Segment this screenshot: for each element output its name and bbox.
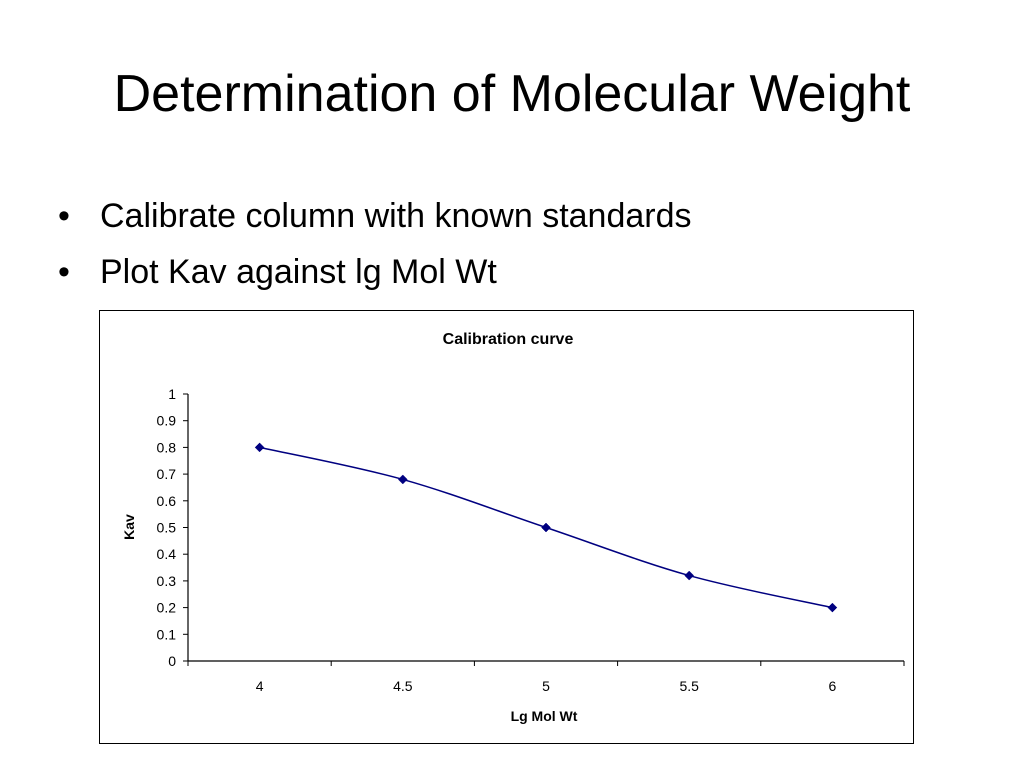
x-tick-label: 5 [542,678,550,694]
y-tick-label: 1 [168,386,176,402]
x-tick-label: 4 [256,678,264,694]
bullet-text: Plot Kav against lg Mol Wt [100,253,497,291]
data-point-marker [684,570,695,581]
data-point-marker [541,522,551,533]
bullet-item: • Calibrate column with known standards [58,188,692,244]
y-tick-label: 0.3 [157,573,177,589]
bullet-dot-icon: • [58,253,70,291]
y-tick-label: 0.4 [157,546,177,562]
chart-frame: Calibration curve Lg Mol Wt Kav 0 0.1 0.2 0… [99,310,914,744]
axes: 0 0.1 0.2 0.3 0.4 0.5 0.6 0.7 0.8 0.9 1 4 4.5 5 5.5 6 [157,386,905,694]
x-tick-label: 4.5 [393,678,413,694]
y-tick-label: 0.7 [157,466,177,482]
bullet-text: Calibrate column with known standards [100,197,692,235]
data-point-marker [397,474,408,485]
calibration-chart: Calibration curve Lg Mol Wt Kav 00.10.20… [121,331,905,724]
bullet-item: • Plot Kav against lg Mol Wt [58,244,692,300]
slide-title: Determination of Molecular Weight [113,65,911,123]
y-tick-label: 0.6 [157,493,177,509]
chart-title: Calibration curve [443,331,574,348]
data-point-marker [827,602,838,613]
y-tick-label: 0.1 [157,626,177,642]
y-tick-label: 0.5 [157,520,177,536]
y-tick-label: 0.9 [157,413,177,429]
bullet-dot-icon: • [58,197,70,235]
bullet-list: • Calibrate column with known standards … [58,188,692,300]
y-tick-label: 0 [168,653,176,669]
x-tick-label: 6 [829,678,837,694]
x-axis-label: Lg Mol Wt [511,708,578,724]
series-layer [254,442,838,613]
y-tick-label: 0.2 [157,600,177,616]
y-tick-label: 0.8 [157,439,177,455]
y-axis-label: Kav [121,514,137,540]
x-tick-label: 5.5 [679,678,699,694]
data-point-marker [254,442,265,453]
